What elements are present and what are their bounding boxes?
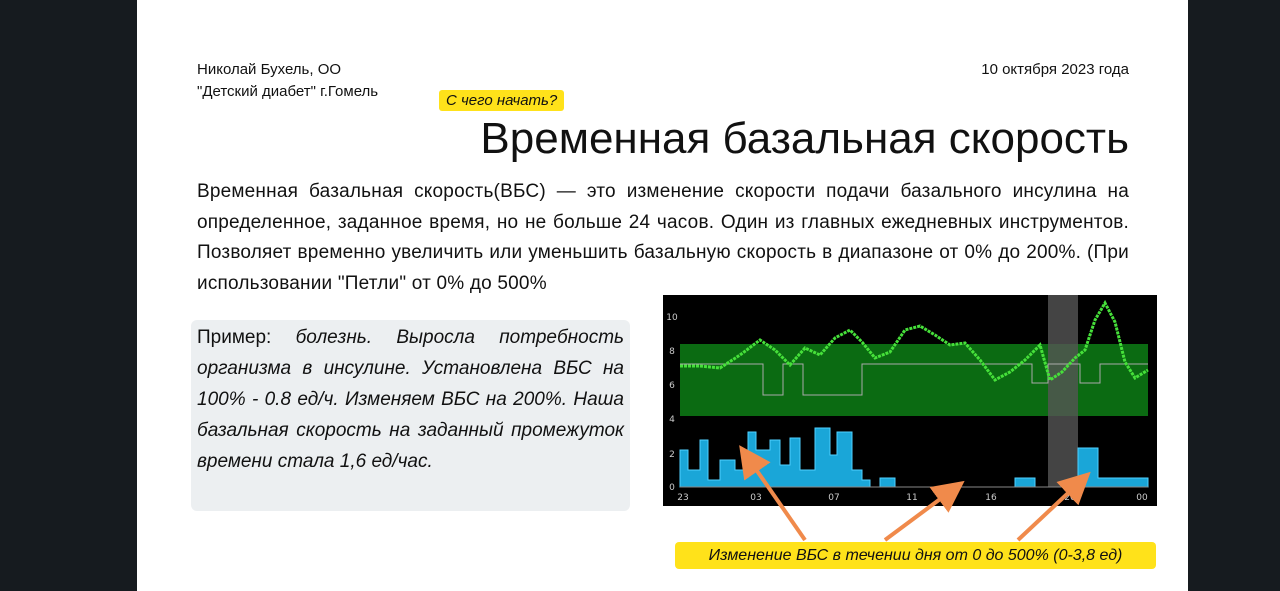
paragraph: Временная базальная скорость(ВБС) — это … bbox=[197, 181, 1129, 294]
y-tick-label: 0 bbox=[669, 483, 675, 493]
y-tick-label: 2 bbox=[669, 450, 675, 460]
y-tick-label: 4 bbox=[669, 415, 675, 425]
x-tick-label: 11 bbox=[906, 493, 917, 503]
example-text: болезнь. Выросла потребность организма в… bbox=[197, 327, 625, 472]
arrow bbox=[1016, 471, 1091, 542]
y-tick-label: 8 bbox=[669, 347, 675, 357]
y-tick-label: 6 bbox=[669, 381, 675, 391]
x-tick-label: 03 bbox=[750, 493, 761, 503]
x-tick-label: 07 bbox=[828, 493, 839, 503]
example-lead: Пример: bbox=[197, 327, 272, 348]
author: Николай Бухель, ОО bbox=[197, 61, 342, 78]
organization: "Детский диабет" г.Гомель bbox=[197, 83, 379, 100]
y-tick-label: 10 bbox=[666, 313, 678, 323]
caption: Изменение ВБС в течении дня от 0 до 500%… bbox=[675, 542, 1156, 569]
x-tick-label: 00 bbox=[1136, 493, 1148, 503]
title: Временная базальная скорость bbox=[480, 114, 1129, 163]
example-box: Пример: болезнь. Выросла потребность орг… bbox=[191, 320, 630, 511]
basal-bars bbox=[679, 427, 1149, 488]
highlight bbox=[1048, 295, 1078, 487]
tag: С чего начать? bbox=[439, 90, 565, 111]
basal-profile bbox=[680, 363, 1148, 396]
date: 10 октября 2023 года bbox=[981, 61, 1129, 78]
glucose-line bbox=[680, 299, 1149, 383]
arrow bbox=[739, 445, 807, 542]
x-tick-label: 16 bbox=[985, 493, 997, 503]
arrow bbox=[883, 480, 965, 542]
x-tick-label: 23 bbox=[677, 493, 688, 503]
